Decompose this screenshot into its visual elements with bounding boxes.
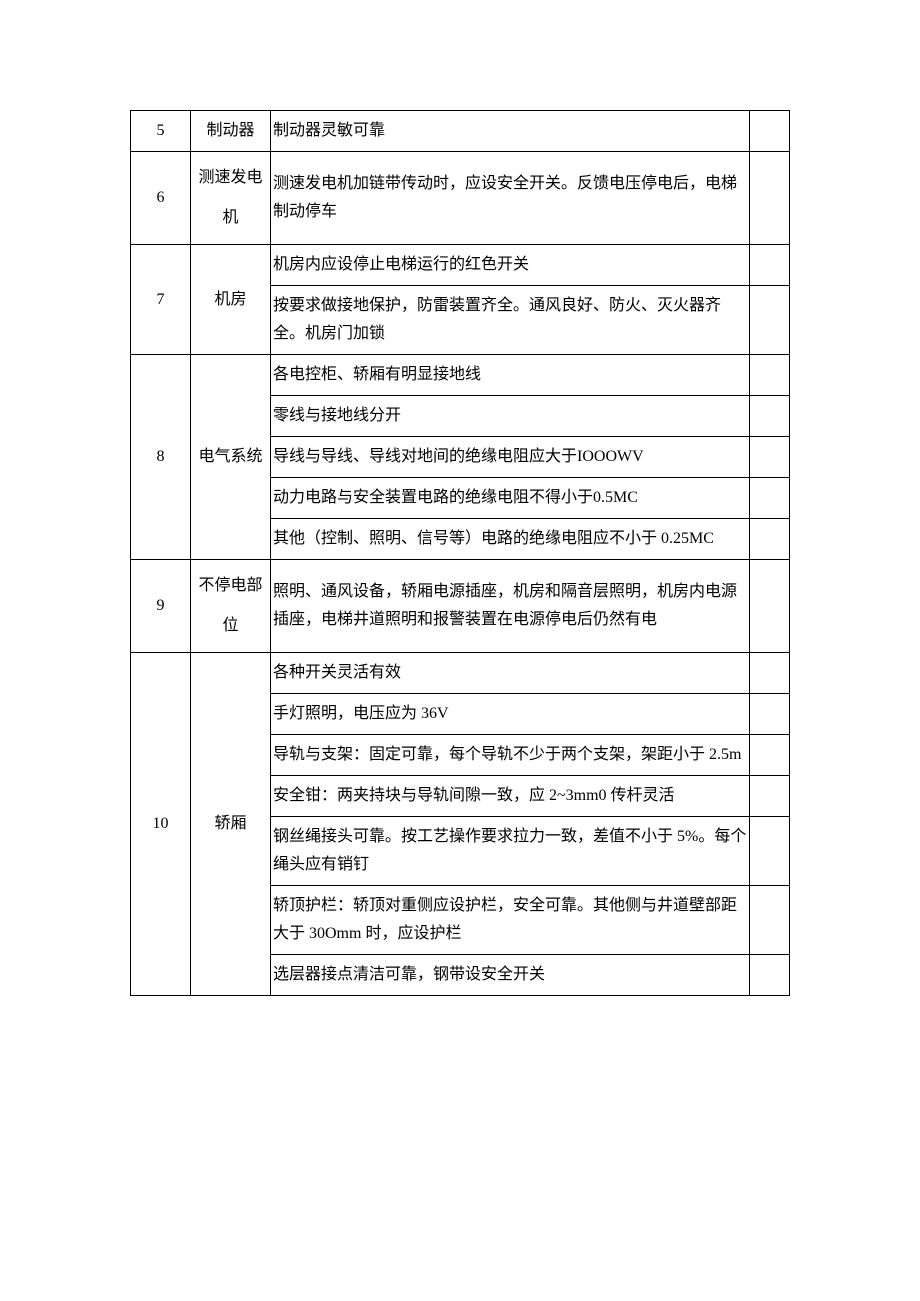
row-description: 机房内应设停止电梯运行的红色开关 [271, 245, 750, 286]
row-note [750, 355, 790, 396]
row-note [750, 955, 790, 996]
row-description: 手灯照明，电压应为 36V [271, 694, 750, 735]
row-description: 导线与导线、导线对地间的绝缘电阻应大于IOOOWV [271, 437, 750, 478]
table-row: 7 机房 机房内应设停止电梯运行的红色开关 [131, 245, 790, 286]
row-description: 测速发电机加链带传动时，应设安全开关。反馈电压停电后，电梯制动停车 [271, 152, 750, 245]
row-note [750, 776, 790, 817]
row-description: 各电控柜、轿厢有明显接地线 [271, 355, 750, 396]
table-row: 8 电气系统 各电控柜、轿厢有明显接地线 [131, 355, 790, 396]
row-category: 不停电部位 [191, 560, 271, 653]
row-note [750, 437, 790, 478]
table-row: 9 不停电部位 照明、通风设备，轿厢电源插座，机房和隔音层照明，机房内电源插座，… [131, 560, 790, 653]
row-number: 9 [131, 560, 191, 653]
table-row: 5 制动器 制动器灵敏可靠 [131, 111, 790, 152]
row-description: 各种开关灵活有效 [271, 653, 750, 694]
row-description: 选层器接点清洁可靠，钢带设安全开关 [271, 955, 750, 996]
row-number: 10 [131, 653, 191, 996]
row-note [750, 694, 790, 735]
row-note [750, 245, 790, 286]
row-category: 机房 [191, 245, 271, 355]
table-row: 6 测速发电机 测速发电机加链带传动时，应设安全开关。反馈电压停电后，电梯制动停… [131, 152, 790, 245]
row-description: 动力电路与安全装置电路的绝缘电阻不得小于0.5MC [271, 478, 750, 519]
row-note [750, 560, 790, 653]
row-description: 导轨与支架：固定可靠，每个导轨不少于两个支架，架距小于 2.5m [271, 735, 750, 776]
row-description: 轿顶护栏：轿顶对重侧应设护栏，安全可靠。其他侧与井道壁部距大于 30Omm 时，… [271, 886, 750, 955]
row-category: 轿厢 [191, 653, 271, 996]
row-note [750, 396, 790, 437]
row-note [750, 152, 790, 245]
row-number: 7 [131, 245, 191, 355]
row-description: 安全钳：两夹持块与导轨间隙一致，应 2~3mm0 传杆灵活 [271, 776, 750, 817]
row-number: 6 [131, 152, 191, 245]
row-category: 电气系统 [191, 355, 271, 560]
row-note [750, 653, 790, 694]
row-category: 制动器 [191, 111, 271, 152]
inspection-table: 5 制动器 制动器灵敏可靠 6 测速发电机 测速发电机加链带传动时，应设安全开关… [130, 110, 790, 996]
row-note [750, 111, 790, 152]
row-number: 5 [131, 111, 191, 152]
row-note [750, 519, 790, 560]
row-description: 其他（控制、照明、信号等）电路的绝缘电阻应不小于 0.25MC [271, 519, 750, 560]
row-description: 照明、通风设备，轿厢电源插座，机房和隔音层照明，机房内电源插座，电梯井道照明和报… [271, 560, 750, 653]
row-note [750, 478, 790, 519]
row-description: 钢丝绳接头可靠。按工艺操作要求拉力一致，差值不小于 5%。每个绳头应有销钉 [271, 817, 750, 886]
row-description: 零线与接地线分开 [271, 396, 750, 437]
table-row: 10 轿厢 各种开关灵活有效 [131, 653, 790, 694]
row-description: 按要求做接地保护，防雷装置齐全。通风良好、防火、灭火器齐全。机房门加锁 [271, 286, 750, 355]
row-note [750, 886, 790, 955]
row-number: 8 [131, 355, 191, 560]
row-description: 制动器灵敏可靠 [271, 111, 750, 152]
row-category: 测速发电机 [191, 152, 271, 245]
row-note [750, 817, 790, 886]
row-note [750, 735, 790, 776]
row-note [750, 286, 790, 355]
